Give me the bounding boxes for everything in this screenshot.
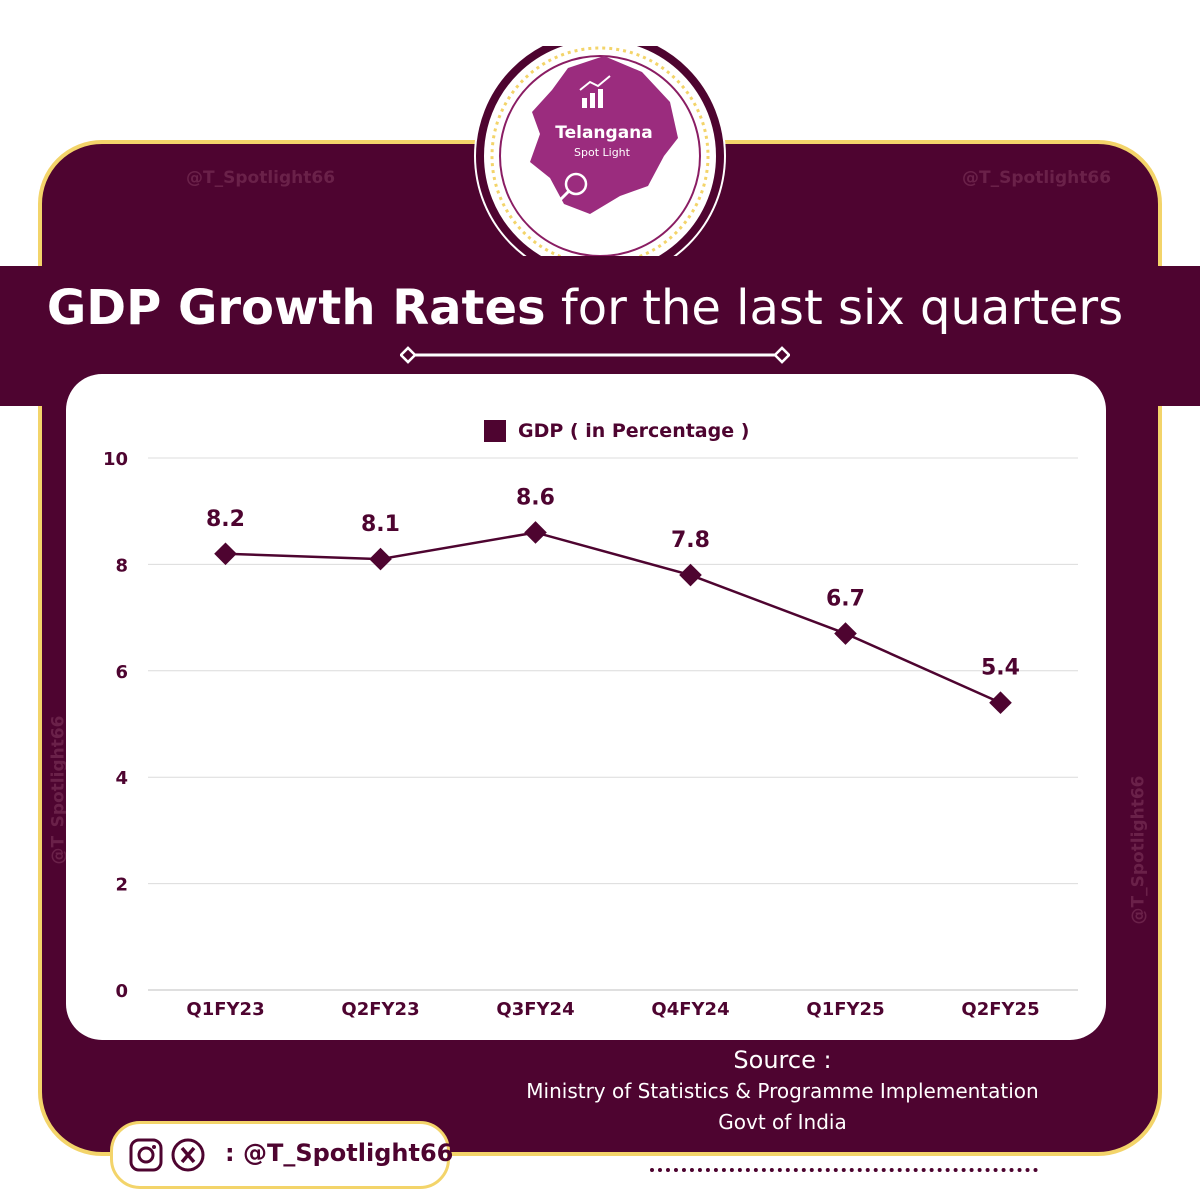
x-tick-label: Q3FY24 xyxy=(496,999,574,1020)
y-tick-label: 10 xyxy=(103,449,128,470)
y-tick-label: 0 xyxy=(115,981,128,1002)
data-label: 8.1 xyxy=(361,512,400,537)
growth-chart-icon xyxy=(579,75,611,108)
data-point-marker xyxy=(214,542,237,566)
data-label: 8.2 xyxy=(206,507,245,532)
data-point-marker xyxy=(369,547,392,571)
social-handle[interactable]: : @T_Spotlight66 xyxy=(225,1139,454,1167)
telangana-spotlight-logo: Telangana Spot Light xyxy=(474,46,726,256)
y-tick-label: 6 xyxy=(115,662,128,683)
watermark-top-left: @T_Spotlight66 xyxy=(186,168,336,188)
y-tick-label: 8 xyxy=(115,555,128,576)
data-point-marker xyxy=(679,563,702,587)
x-tick-label: Q1FY25 xyxy=(806,999,884,1020)
x-tick-label: Q4FY24 xyxy=(651,999,729,1020)
source-line-2: Govt of India xyxy=(718,1110,847,1134)
title-rest: for the last six quarters xyxy=(560,280,1124,336)
chart-card: 0 2 4 6 8 10 Q1FY23 Q2FY23 Q3FY24 Q4FY24 Q1FY25 Q2… xyxy=(66,374,1106,1040)
gdp-line-chart: 0 2 4 6 8 10 Q1FY23 Q2FY23 Q3FY24 Q4FY24 Q1FY25 Q2… xyxy=(103,420,1078,1020)
data-point-marker xyxy=(524,521,547,544)
chart-title: GDP Growth Rates for the last six quarte… xyxy=(0,280,1170,336)
source-block: Source : Ministry of Statistics & Progra… xyxy=(500,1044,1065,1138)
watermark-right: @T_Spotlight66 xyxy=(1128,775,1149,925)
y-tick-label: 4 xyxy=(115,768,128,789)
data-label: 7.8 xyxy=(671,528,710,553)
social-pill xyxy=(110,1121,450,1189)
watermark-top-right: @T_Spotlight66 xyxy=(962,168,1112,188)
y-tick-label: 2 xyxy=(115,875,128,896)
title-divider xyxy=(400,346,790,364)
logo-title: Telangana xyxy=(555,123,652,143)
dotted-divider xyxy=(650,1168,1038,1172)
data-label: 6.7 xyxy=(826,587,865,612)
data-label: 8.6 xyxy=(516,485,555,510)
data-point-marker xyxy=(989,691,1012,715)
legend-label: GDP ( in Percentage ) xyxy=(518,420,749,442)
data-label: 5.4 xyxy=(981,656,1020,681)
x-icon[interactable] xyxy=(171,1138,205,1172)
x-tick-label: Q1FY23 xyxy=(186,999,264,1020)
x-tick-label: Q2FY25 xyxy=(961,999,1039,1020)
magnifier-icon xyxy=(558,172,588,202)
source-heading: Source : xyxy=(733,1046,832,1074)
legend-swatch xyxy=(484,420,506,442)
title-bold: GDP Growth Rates xyxy=(46,280,546,336)
instagram-icon[interactable] xyxy=(129,1138,163,1172)
source-line-1: Ministry of Statistics & Programme Imple… xyxy=(526,1079,1039,1103)
x-tick-label: Q2FY23 xyxy=(341,999,419,1020)
series-line xyxy=(225,531,1002,704)
logo-subtitle: Spot Light xyxy=(574,146,631,159)
data-point-marker xyxy=(834,622,857,645)
